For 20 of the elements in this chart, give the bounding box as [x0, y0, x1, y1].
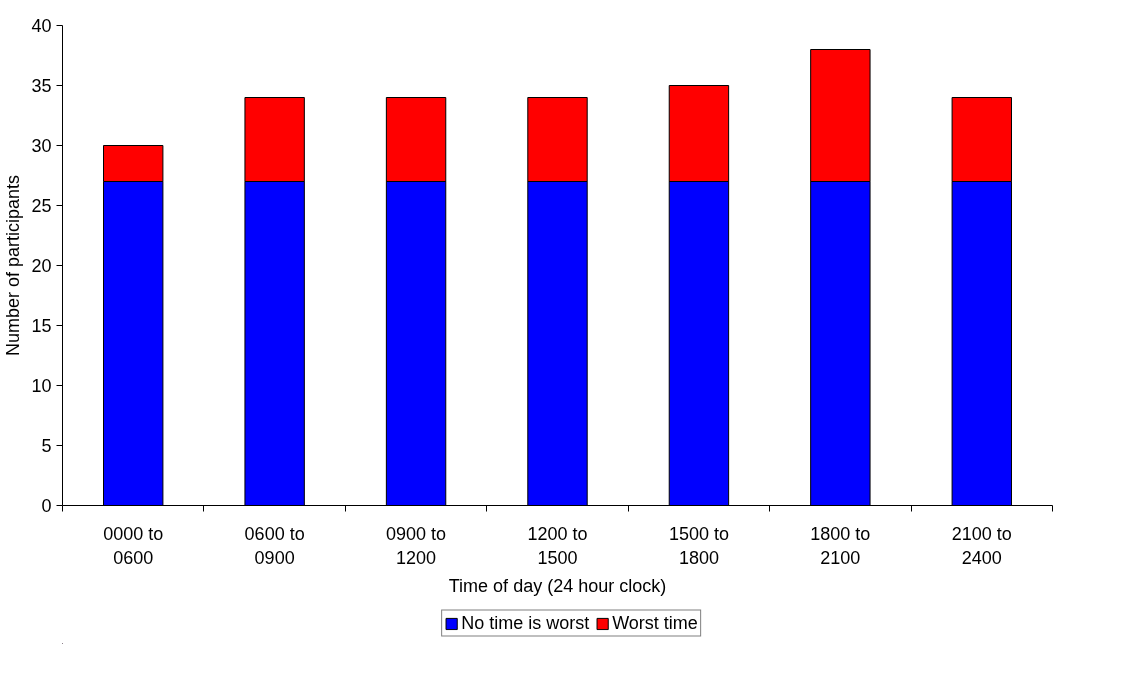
- legend-label: No time is worst: [461, 612, 590, 634]
- y-tick-label: 15: [31, 316, 52, 336]
- x-tick-label: 1200 to 1500: [527, 523, 588, 568]
- x-tick-label: 0900 to 1200: [386, 523, 447, 568]
- x-tick-label: 0000 to 0600: [103, 523, 164, 568]
- x-tick-label: 0600 to 0900: [244, 523, 305, 568]
- x-tick-label: 2100 to 2400: [951, 523, 1012, 568]
- y-tick-label: 35: [31, 76, 52, 96]
- y-tick-label: 5: [41, 436, 52, 456]
- legend-label: Worst time: [612, 612, 698, 634]
- y-tick-label: 40: [31, 16, 52, 36]
- x-tick-label: 1500 to 1800: [668, 523, 729, 568]
- y-tick-label: 25: [31, 196, 52, 216]
- x-tick-label: 1800 to 2100: [810, 523, 871, 568]
- y-tick-label: 10: [31, 376, 52, 396]
- y-tick-label: 20: [31, 256, 52, 276]
- y-tick-label: 0: [41, 496, 52, 516]
- x-axis-title: Time of day (24 hour clock): [448, 575, 667, 596]
- y-tick-label: 30: [31, 136, 52, 156]
- y-axis-title: Number of participants: [3, 174, 24, 357]
